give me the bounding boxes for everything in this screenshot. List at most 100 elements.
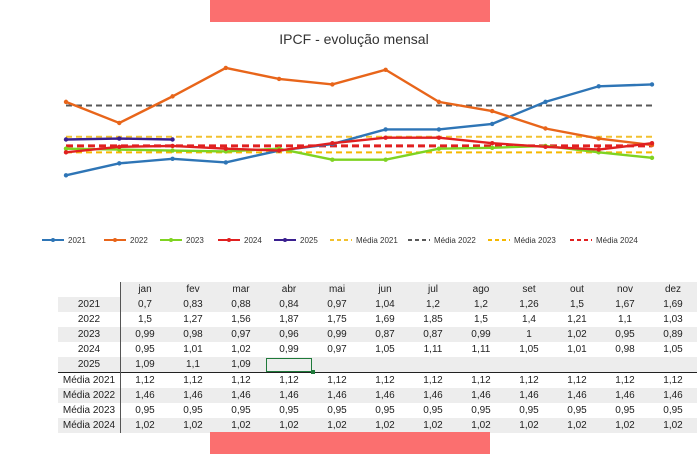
table-cell[interactable]: 0,96 xyxy=(265,327,313,342)
table-cell[interactable]: 0,95 xyxy=(423,405,443,416)
table-cell[interactable]: 1,46 xyxy=(409,388,457,403)
table-cell[interactable]: 1,05 xyxy=(519,344,539,355)
table-cell[interactable]: 1,2 xyxy=(409,297,457,312)
table-cell[interactable]: 1,46 xyxy=(505,388,553,403)
table-cell[interactable]: 1,46 xyxy=(601,388,649,403)
table-cell[interactable] xyxy=(601,357,649,373)
table-cell[interactable]: 0,95 xyxy=(615,405,635,416)
table-cell[interactable]: 1,02 xyxy=(553,327,601,342)
table-cell[interactable]: 1,46 xyxy=(649,388,697,403)
table-cell[interactable]: 1,12 xyxy=(217,372,265,388)
table-cell[interactable]: 0,87 xyxy=(361,327,409,342)
table-cell[interactable]: 0,98 xyxy=(169,327,217,342)
table-cell[interactable]: 0,89 xyxy=(649,327,697,342)
table-cell[interactable]: 1,12 xyxy=(409,372,457,388)
table-cell[interactable] xyxy=(553,357,601,373)
table-cell[interactable]: 0,84 xyxy=(265,297,313,312)
table-cell[interactable]: 1,46 xyxy=(553,388,601,403)
table-cell[interactable]: 0,97 xyxy=(327,344,347,355)
table-cell[interactable]: 0,95 xyxy=(135,344,155,355)
table-cell[interactable]: 1,11 xyxy=(471,344,491,355)
table-cell[interactable]: 1,01 xyxy=(567,344,587,355)
table-cell[interactable]: 0,99 xyxy=(457,327,505,342)
table-cell[interactable]: 1,46 xyxy=(169,388,217,403)
table-cell[interactable]: 1,67 xyxy=(601,297,649,312)
table-cell[interactable]: 1,12 xyxy=(505,372,553,388)
table-cell[interactable]: 0,95 xyxy=(375,405,395,416)
table-cell[interactable]: 0,95 xyxy=(519,405,539,416)
table-cell[interactable] xyxy=(409,357,457,373)
table-cell[interactable]: 1,46 xyxy=(457,388,505,403)
table-cell[interactable]: 1,12 xyxy=(649,372,697,388)
table-cell[interactable]: 0,95 xyxy=(231,405,251,416)
table-cell[interactable]: 0,95 xyxy=(279,405,299,416)
table-cell[interactable]: 1,27 xyxy=(183,314,203,325)
table-cell[interactable]: 1,12 xyxy=(601,372,649,388)
table-cell[interactable]: 1,12 xyxy=(361,372,409,388)
table-cell[interactable]: 1,5 xyxy=(553,297,601,312)
table-cell[interactable]: 1,02 xyxy=(409,418,457,433)
table-cell[interactable]: 1,02 xyxy=(169,418,217,433)
table-cell[interactable]: 0,98 xyxy=(615,344,635,355)
table-cell[interactable]: 1,56 xyxy=(231,314,251,325)
table-cell[interactable]: 1,12 xyxy=(120,372,169,388)
table-cell[interactable]: 1,46 xyxy=(361,388,409,403)
table-cell[interactable]: 1,02 xyxy=(457,418,505,433)
table-cell[interactable]: 1,02 xyxy=(649,418,697,433)
table-cell[interactable]: 1,75 xyxy=(327,314,347,325)
table-cell[interactable]: 1,05 xyxy=(663,344,683,355)
table-cell[interactable]: 1,09 xyxy=(120,357,169,373)
table-cell[interactable]: 1,12 xyxy=(457,372,505,388)
table-cell[interactable]: 0,95 xyxy=(135,405,155,416)
table-cell[interactable]: 1,21 xyxy=(567,314,587,325)
table-cell[interactable]: 1,87 xyxy=(279,314,299,325)
table-cell[interactable] xyxy=(649,357,697,373)
table-cell[interactable]: 0,95 xyxy=(327,405,347,416)
table-cell[interactable]: 1,02 xyxy=(231,344,251,355)
table-cell[interactable]: 1,12 xyxy=(265,372,313,388)
table-cell[interactable] xyxy=(457,357,505,373)
table-cell[interactable] xyxy=(361,357,409,373)
table-cell[interactable]: 0,97 xyxy=(313,297,361,312)
table-cell[interactable]: 0,97 xyxy=(217,327,265,342)
table-cell[interactable]: 1,12 xyxy=(169,372,217,388)
table-cell[interactable]: 1,46 xyxy=(265,388,313,403)
table-cell[interactable]: 1,12 xyxy=(313,372,361,388)
table-cell[interactable]: 1,02 xyxy=(505,418,553,433)
table-cell[interactable]: 1,5 xyxy=(474,314,488,325)
table-cell[interactable]: 1,1 xyxy=(618,314,632,325)
table-cell[interactable]: 1,46 xyxy=(313,388,361,403)
table-cell[interactable]: 1,5 xyxy=(138,314,152,325)
table-cell[interactable]: 0,83 xyxy=(169,297,217,312)
selected-cell[interactable] xyxy=(265,357,315,374)
table-cell[interactable]: 1,1 xyxy=(169,357,217,373)
table-cell[interactable]: 1,02 xyxy=(601,418,649,433)
table-cell[interactable]: 1,46 xyxy=(120,388,169,403)
table-cell[interactable]: 1,09 xyxy=(217,357,265,373)
table-cell[interactable]: 1,04 xyxy=(361,297,409,312)
table-cell[interactable]: 1,02 xyxy=(217,418,265,433)
table-cell[interactable]: 1,2 xyxy=(457,297,505,312)
table-cell[interactable]: 1,02 xyxy=(120,418,169,433)
table-cell[interactable]: 1,01 xyxy=(183,344,203,355)
table-cell[interactable]: 0,7 xyxy=(120,297,169,312)
table-cell[interactable]: 1,12 xyxy=(553,372,601,388)
table-cell[interactable]: 0,99 xyxy=(279,344,299,355)
table-cell[interactable]: 1,02 xyxy=(361,418,409,433)
table-cell[interactable]: 1,69 xyxy=(649,297,697,312)
table-cell[interactable] xyxy=(313,357,361,373)
table-cell[interactable]: 0,88 xyxy=(217,297,265,312)
table-cell[interactable]: 1,02 xyxy=(313,418,361,433)
table-cell[interactable]: 0,87 xyxy=(409,327,457,342)
table-cell[interactable]: 1,46 xyxy=(217,388,265,403)
table-cell[interactable]: 1 xyxy=(505,327,553,342)
table-cell[interactable] xyxy=(505,357,553,373)
table-cell[interactable]: 0,95 xyxy=(567,405,587,416)
table-cell[interactable]: 1,85 xyxy=(423,314,443,325)
table-cell[interactable]: 1,26 xyxy=(505,297,553,312)
table-cell[interactable]: 0,95 xyxy=(663,405,683,416)
table-cell[interactable]: 1,11 xyxy=(423,344,443,355)
table-cell[interactable]: 1,03 xyxy=(663,314,683,325)
table-cell[interactable]: 0,99 xyxy=(313,327,361,342)
table-cell[interactable]: 1,02 xyxy=(265,418,313,433)
